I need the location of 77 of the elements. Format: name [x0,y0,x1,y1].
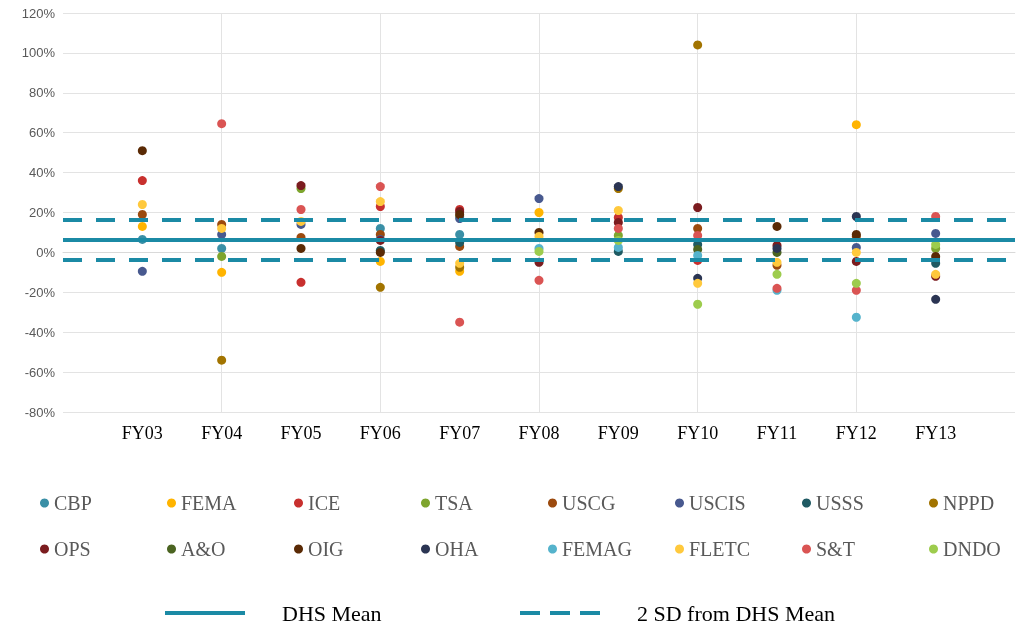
x-tick-label: FY12 [835,423,877,443]
x-tick-label: FY05 [280,423,322,443]
legend-label: DNDO [943,538,1001,560]
x-tick-label: FY07 [439,423,481,443]
point [693,278,703,288]
point [217,355,227,365]
legend-label: USCG [562,492,616,514]
point [137,221,147,231]
legend-label: OPS [54,538,91,560]
legend-label: A&O [181,538,226,560]
point [137,146,147,156]
x-tick-label: FY06 [359,423,401,443]
point [772,269,782,279]
y-tick-label: 100% [21,45,56,61]
legend-label: S&T [816,538,855,560]
point [693,203,703,213]
y-tick-label: 60% [28,125,56,141]
y-tick-label: 80% [28,85,56,101]
y-tick-label: 120% [21,5,56,21]
point [851,278,861,288]
legend-label: FEMA [181,492,238,514]
y-tick-label: 20% [28,205,56,220]
point [613,206,623,215]
legend-label: USSS [816,492,864,514]
legend-label: FEMAG [562,538,633,560]
point [455,229,465,239]
legend-label: DHS Mean [282,600,382,626]
point [296,205,306,214]
point [534,194,544,204]
point [217,251,227,261]
point [613,223,623,233]
x-tick-label: FY08 [518,423,560,443]
legend-label: TSA [435,492,474,514]
point [217,223,227,233]
point [375,182,385,192]
legend-label: ICE [308,492,341,514]
legend-label: FLETC [689,538,751,560]
point [375,197,385,207]
point [137,210,147,219]
x-tick-label: FY09 [597,423,639,443]
point [296,243,306,253]
legend-label: 2 SD from DHS Mean [637,600,835,626]
y-tick-label: 0% [36,244,56,260]
point [534,275,544,285]
point [851,120,861,130]
point [693,299,703,309]
legend-label: OIG [308,538,344,560]
point [851,312,861,322]
point [851,247,861,257]
point [296,277,306,287]
x-tick-label: FY10 [677,423,719,443]
point [137,200,147,210]
point [217,243,227,253]
legend-label: CBP [54,492,92,514]
point [137,266,147,276]
point [534,208,544,217]
legend-label: USCIS [689,492,746,514]
x-tick-label: FY03 [121,423,163,443]
x-tick-label: FY11 [756,423,798,443]
y-tick-label: -80% [24,404,56,420]
point [931,228,941,238]
point [772,221,782,231]
point [375,282,385,292]
y-tick-label: -60% [24,364,56,380]
y-tick-label: -20% [24,284,56,300]
point [217,267,227,277]
point [693,40,703,50]
y-tick-label: -40% [24,324,56,340]
point [217,119,227,129]
legend-label: NPPD [943,492,995,514]
x-tick-label: FY13 [915,423,957,443]
point [931,294,941,304]
point [137,176,147,186]
point [455,317,465,327]
x-tick-label: FY04 [201,423,243,443]
legend-label: OHA [435,538,479,560]
y-tick-label: 40% [28,165,56,181]
